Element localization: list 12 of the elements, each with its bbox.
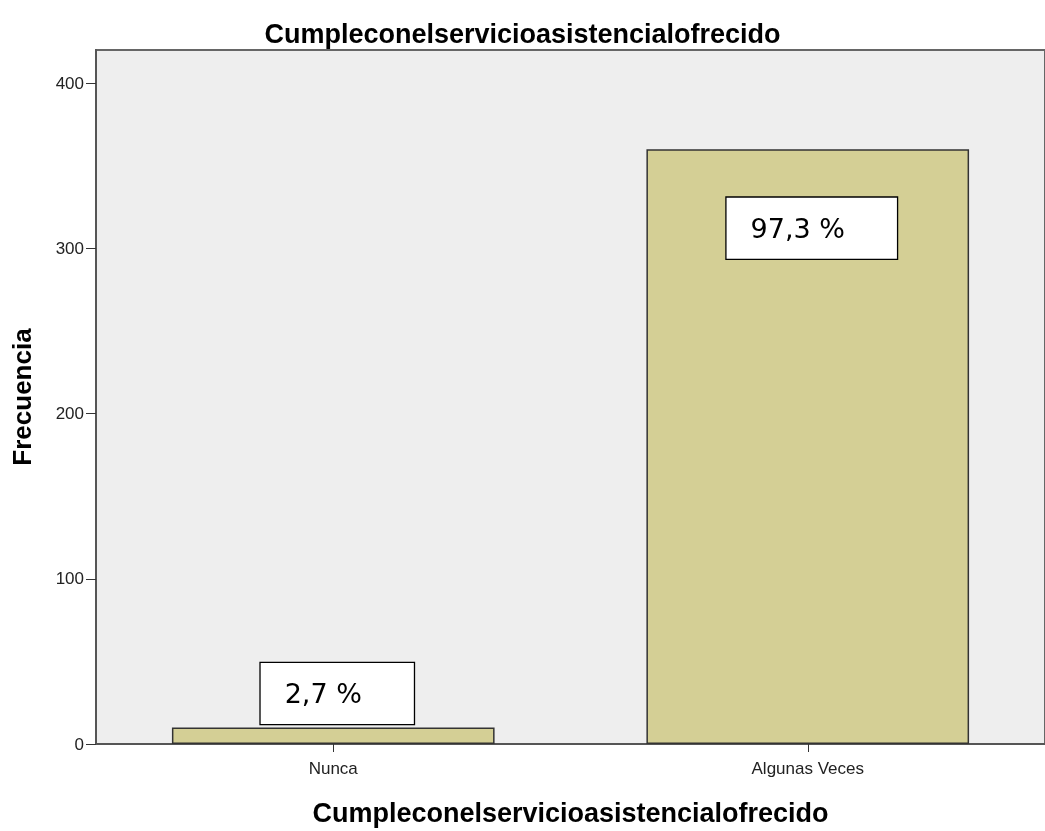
- annotation: 97,3 %: [750, 212, 845, 244]
- y-tick-label: 0: [74, 734, 84, 754]
- y-axis-title: Frecuencia: [7, 327, 37, 466]
- x-axis-title: Cumpleconelservicioasistencialofrecido: [312, 797, 829, 828]
- y-tick-label: 400: [55, 73, 84, 93]
- y-tick-label: 100: [55, 569, 84, 589]
- y-tick-label: 200: [55, 404, 84, 424]
- annotation: 2,7 %: [284, 677, 362, 709]
- x-tick-label: Nunca: [308, 759, 359, 778]
- chart-title: Cumpleconelservicioasistencialofrecido: [264, 18, 781, 49]
- y-tick-label: 300: [55, 238, 84, 258]
- x-tick-label: Algunas Veces: [751, 759, 864, 778]
